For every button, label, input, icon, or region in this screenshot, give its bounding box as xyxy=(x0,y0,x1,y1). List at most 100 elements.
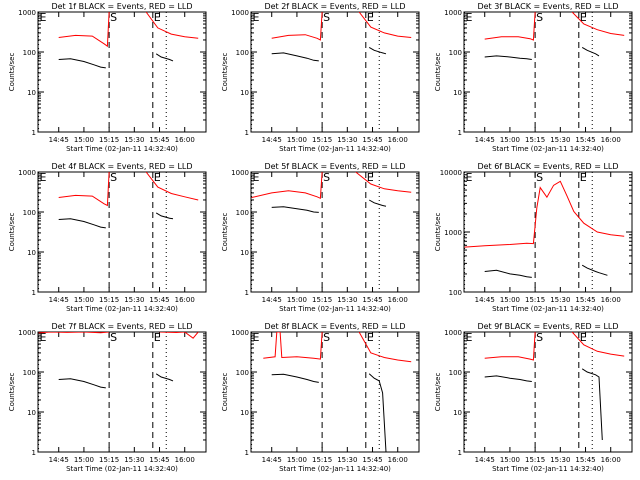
x-tick-label: 15:15 xyxy=(99,456,119,464)
events-line xyxy=(271,206,319,213)
plot-frame xyxy=(250,11,420,133)
events-series xyxy=(58,53,174,69)
x-tick-label: 15:00 xyxy=(500,136,520,144)
time-marker-label: S xyxy=(323,331,330,344)
x-tick-label: 15:30 xyxy=(337,296,357,304)
events-line xyxy=(58,58,106,69)
x-tick-label: 15:00 xyxy=(500,456,520,464)
y-tick-label: 1 xyxy=(245,129,249,137)
x-tick-label: 14:45 xyxy=(262,456,282,464)
lld-line xyxy=(355,172,412,193)
panel-title: Det 2f BLACK = Events, RED = LLD xyxy=(264,2,405,11)
panel-title: Det 5f BLACK = Events, RED = LLD xyxy=(264,162,405,171)
y-tick-label: 1000 xyxy=(18,329,36,337)
lld-series xyxy=(271,12,412,41)
detector-panel: Det 1f BLACK = Events, RED = LLD 1 10 100 10… xyxy=(8,2,207,153)
y-tick-label: 1000 xyxy=(231,329,249,337)
y-axis-label: Counts/sec xyxy=(221,373,229,412)
events-line xyxy=(368,373,387,452)
events-line xyxy=(581,46,600,57)
plot-frame xyxy=(250,331,420,453)
events-series xyxy=(58,212,174,229)
y-tick-label: 1 xyxy=(245,449,249,457)
lld-line xyxy=(358,332,412,363)
y-tick-label: 10 xyxy=(240,89,249,97)
x-tick-label: 15:15 xyxy=(525,136,545,144)
detector-panel: Det 2f BLACK = Events, RED = LLD 1 10 100 10… xyxy=(221,2,420,153)
lld-line xyxy=(571,332,625,357)
lld-series xyxy=(58,12,199,48)
panel-title: Det 1f BLACK = Events, RED = LLD xyxy=(51,2,192,11)
x-tick-label: 16:00 xyxy=(601,456,621,464)
events-series xyxy=(484,368,603,441)
time-marker-label: S xyxy=(110,331,117,344)
x-tick-label: 15:15 xyxy=(525,456,545,464)
x-tick-label: 15:30 xyxy=(550,296,570,304)
x-tick-label: 16:00 xyxy=(175,456,195,464)
lld-line xyxy=(271,12,323,41)
events-line xyxy=(484,55,532,60)
y-tick-label: 100 xyxy=(449,289,462,297)
time-marker-label: E xyxy=(466,331,473,344)
x-tick-label: 14:45 xyxy=(475,296,495,304)
detector-panel: Det 5f BLACK = Events, RED = LLD 1 10 100 10… xyxy=(221,162,420,313)
lld-line xyxy=(145,172,199,201)
panel-title: Det 7f BLACK = Events, RED = LLD xyxy=(51,322,192,331)
x-tick-label: 15:15 xyxy=(312,296,332,304)
x-tick-label: 15:30 xyxy=(337,456,357,464)
y-axis-label: Counts/sec xyxy=(434,213,442,252)
x-tick-label: 15:15 xyxy=(312,136,332,144)
time-marker-label: S xyxy=(323,11,330,24)
x-axis-label: Start Time (02-Jan-11 14:32:40) xyxy=(279,305,391,313)
plot-frame xyxy=(37,171,207,293)
time-marker-label: E xyxy=(253,171,260,184)
y-tick-label: 1000 xyxy=(231,9,249,17)
y-tick-label: 1 xyxy=(32,129,36,137)
lld-line xyxy=(58,172,110,207)
x-tick-label: 15:30 xyxy=(550,136,570,144)
x-tick-label: 15:45 xyxy=(149,456,169,464)
y-axis-label: Counts/sec xyxy=(221,53,229,92)
y-tick-label: 10 xyxy=(453,409,462,417)
time-marker-label: E xyxy=(367,11,374,24)
time-marker-label: E xyxy=(40,11,47,24)
lld-line xyxy=(251,172,323,200)
detector-panel: Det 6f BLACK = Events, RED = LLD 100 1000 1… xyxy=(434,162,633,313)
y-tick-label: 1000 xyxy=(444,9,462,17)
events-line xyxy=(271,373,319,383)
detector-panel: Det 3f BLACK = Events, RED = LLD 1 10 100 10… xyxy=(434,2,633,153)
x-tick-label: 15:45 xyxy=(575,296,595,304)
y-axis-label: Counts/sec xyxy=(434,373,442,412)
y-tick-label: 1000 xyxy=(231,169,249,177)
lld-series xyxy=(464,180,625,248)
x-tick-label: 15:30 xyxy=(550,456,570,464)
plot-frame xyxy=(463,331,633,453)
x-tick-label: 15:45 xyxy=(575,456,595,464)
events-series xyxy=(58,373,174,389)
y-axis-label: Counts/sec xyxy=(8,213,16,252)
time-marker-label: E xyxy=(154,11,161,24)
lld-line xyxy=(484,332,536,361)
lld-series xyxy=(251,172,412,200)
lld-line xyxy=(159,332,199,339)
x-tick-label: 15:30 xyxy=(337,136,357,144)
lld-line xyxy=(38,332,110,334)
time-marker-label: E xyxy=(466,11,473,24)
x-tick-label: 14:45 xyxy=(49,296,69,304)
x-tick-label: 16:00 xyxy=(388,296,408,304)
x-tick-label: 14:45 xyxy=(262,296,282,304)
plot-frame xyxy=(463,11,633,133)
y-axis-label: Counts/sec xyxy=(8,53,16,92)
x-tick-label: 16:00 xyxy=(601,136,621,144)
time-marker-label: E xyxy=(154,331,161,344)
events-line xyxy=(155,212,174,220)
x-tick-label: 15:45 xyxy=(362,456,382,464)
y-tick-label: 100 xyxy=(236,49,249,57)
time-marker-label: E xyxy=(253,331,260,344)
x-tick-label: 15:15 xyxy=(99,136,119,144)
x-tick-label: 14:45 xyxy=(49,456,69,464)
time-marker-label: S xyxy=(110,171,117,184)
time-marker-label: E xyxy=(466,171,473,184)
x-tick-label: 15:45 xyxy=(149,136,169,144)
